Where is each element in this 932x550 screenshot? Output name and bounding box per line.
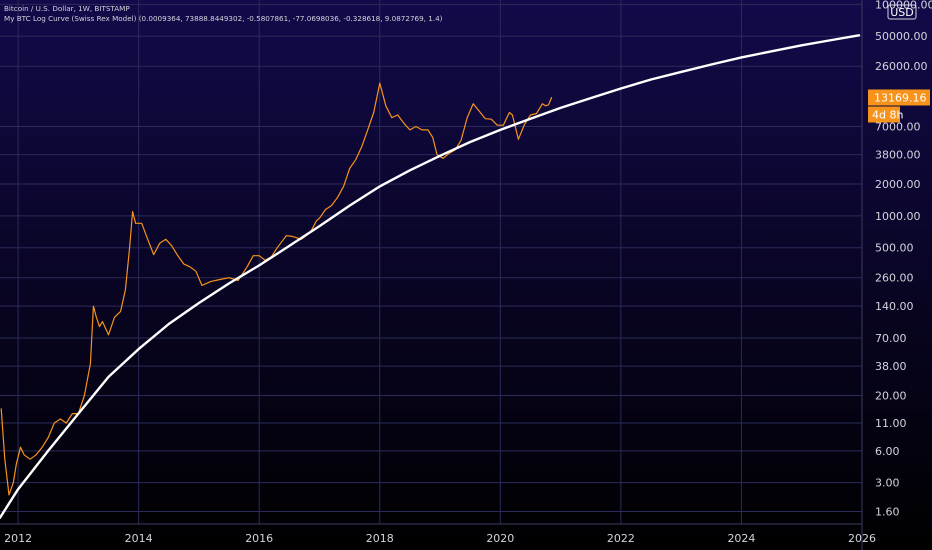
x-tick-label: 2016 bbox=[245, 532, 273, 545]
chart-title: Bitcoin / U.S. Dollar, 1W, BITSTAMP bbox=[4, 4, 130, 13]
y-tick-label: 100000.00 bbox=[875, 0, 932, 11]
y-tick-label: 1000.00 bbox=[875, 210, 921, 223]
x-tick-label: 2020 bbox=[486, 532, 514, 545]
currency-badge[interactable]: USD bbox=[887, 4, 917, 20]
y-tick-label: 500.00 bbox=[875, 242, 914, 255]
currency-label: USD bbox=[890, 6, 914, 19]
y-tick-label: 2000.00 bbox=[875, 178, 921, 191]
countdown-label: 4d 8h bbox=[872, 108, 903, 121]
last-price-label: 13169.16 bbox=[874, 91, 927, 104]
x-tick-label: 2024 bbox=[727, 532, 755, 545]
last-price-tag: 13169.16 4d 8h bbox=[868, 89, 930, 123]
indicator-legend: My BTC Log Curve (Swiss Rex Model) (0.00… bbox=[4, 14, 443, 23]
x-tick-label: 2018 bbox=[366, 532, 394, 545]
countdown-box bbox=[868, 106, 900, 123]
y-tick-label: 11.00 bbox=[875, 417, 907, 430]
x-tick-label: 2012 bbox=[4, 532, 32, 545]
y-tick-label: 50000.00 bbox=[875, 30, 928, 43]
y-tick-label: 3800.00 bbox=[875, 149, 921, 162]
y-tick-label: 26000.00 bbox=[875, 60, 928, 73]
y-tick-label: 20.00 bbox=[875, 390, 907, 403]
model-curve-line bbox=[0, 34, 861, 519]
y-tick-label: 3.00 bbox=[875, 477, 900, 490]
y-tick-label: 70.00 bbox=[875, 332, 907, 345]
x-tick-label: 2014 bbox=[125, 532, 153, 545]
y-tick-label: 140.00 bbox=[875, 300, 914, 313]
x-tick-label: 2022 bbox=[607, 532, 635, 545]
last-price-box bbox=[868, 89, 930, 106]
price-series-line bbox=[0, 82, 553, 496]
y-tick-label: 6.00 bbox=[875, 445, 900, 458]
y-tick-label: 260.00 bbox=[875, 272, 914, 285]
currency-badge-frame bbox=[887, 4, 917, 20]
y-tick-label: 1.60 bbox=[875, 506, 900, 519]
y-tick-label: 7000.00 bbox=[875, 121, 921, 134]
y-tick-label: 38.00 bbox=[875, 360, 907, 373]
series-layer bbox=[0, 34, 861, 519]
